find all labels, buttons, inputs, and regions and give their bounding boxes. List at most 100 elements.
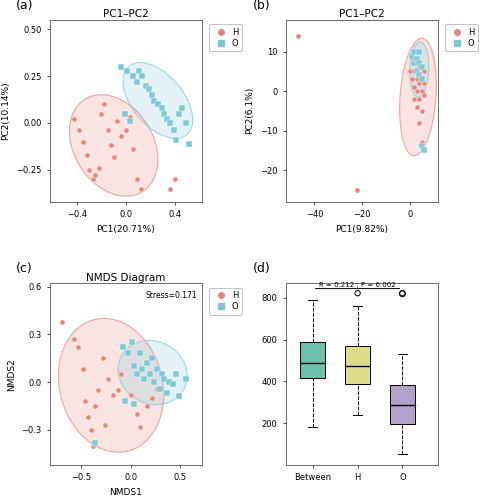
Point: [128, 338, 136, 346]
Point: [140, 375, 148, 383]
Title: PC1–PC2: PC1–PC2: [103, 9, 149, 19]
Ellipse shape: [123, 62, 193, 138]
Point: [185, 140, 193, 147]
Point: [70, 115, 78, 123]
Point: [138, 366, 146, 374]
Point: [75, 343, 83, 351]
Point: [109, 391, 117, 399]
Point: [125, 117, 133, 125]
Point: [79, 138, 87, 145]
X-axis label: PC1(20.71%): PC1(20.71%): [97, 224, 155, 234]
Text: (b): (b): [252, 0, 270, 12]
Point: [129, 72, 137, 80]
Legend: H, O: H, O: [209, 24, 242, 52]
Point: [413, 68, 421, 76]
Point: [410, 60, 418, 68]
Point: [114, 386, 122, 394]
Point: [182, 375, 190, 383]
Point: [354, 186, 362, 194]
Point: [418, 107, 426, 115]
Y-axis label: PC2(10.14%): PC2(10.14%): [1, 82, 10, 140]
Point: [75, 126, 83, 134]
Title: PC1–PC2: PC1–PC2: [339, 9, 385, 19]
Point: [91, 438, 99, 446]
Point: [413, 56, 421, 64]
Point: [110, 152, 118, 160]
Point: [154, 100, 162, 108]
Point: [150, 378, 158, 386]
Point: [99, 354, 107, 362]
Point: [146, 370, 154, 378]
Point: [138, 72, 146, 80]
Legend: H, O: H, O: [209, 288, 242, 314]
Point: [175, 110, 183, 118]
Point: [123, 66, 131, 74]
Point: [398, 289, 406, 297]
Point: [153, 384, 161, 392]
Point: [410, 68, 418, 76]
Point: [166, 184, 174, 192]
Ellipse shape: [69, 94, 158, 196]
Ellipse shape: [58, 318, 164, 452]
Point: [162, 390, 170, 398]
Point: [136, 423, 144, 431]
Point: [159, 375, 167, 383]
Point: [155, 384, 163, 392]
Point: [398, 290, 406, 298]
Point: [413, 87, 421, 95]
Point: [413, 75, 421, 83]
Point: [175, 392, 183, 400]
Point: [80, 366, 88, 374]
Point: [170, 126, 178, 134]
Point: [91, 402, 99, 410]
Point: [136, 350, 144, 358]
Point: [117, 63, 125, 71]
Point: [143, 402, 151, 410]
Point: [413, 103, 421, 111]
Point: [117, 132, 125, 140]
Point: [153, 366, 161, 374]
Point: [420, 146, 428, 154]
Point: [117, 370, 125, 378]
Point: [148, 394, 156, 402]
Point: [178, 104, 186, 112]
Point: [410, 48, 418, 56]
Point: [354, 289, 362, 297]
Point: [98, 110, 106, 118]
Point: [101, 421, 109, 429]
Point: [148, 354, 156, 362]
Point: [171, 175, 179, 183]
Point: [145, 86, 153, 94]
Point: [85, 166, 93, 174]
Text: (c): (c): [16, 262, 33, 276]
Point: [182, 119, 190, 127]
Point: [94, 386, 102, 394]
Point: [162, 115, 170, 123]
Point: [157, 104, 165, 112]
Point: [129, 145, 137, 153]
X-axis label: NMDS1: NMDS1: [110, 488, 142, 497]
Point: [418, 138, 426, 146]
Point: [406, 68, 414, 76]
Point: [135, 66, 143, 74]
Text: (a): (a): [16, 0, 34, 12]
Point: [172, 370, 180, 378]
Point: [125, 114, 133, 122]
Point: [141, 82, 149, 90]
Point: [420, 79, 428, 87]
Y-axis label: NMDS2: NMDS2: [6, 358, 15, 390]
Point: [418, 75, 426, 83]
Point: [408, 75, 416, 83]
Point: [410, 95, 418, 103]
Point: [133, 175, 141, 183]
Point: [165, 378, 173, 386]
Point: [415, 72, 423, 80]
Point: [143, 359, 151, 367]
Point: [408, 56, 416, 64]
Point: [130, 400, 138, 408]
Point: [119, 343, 127, 351]
Point: [169, 380, 177, 388]
Point: [91, 172, 99, 179]
Point: [294, 32, 302, 40]
Point: [107, 142, 115, 150]
